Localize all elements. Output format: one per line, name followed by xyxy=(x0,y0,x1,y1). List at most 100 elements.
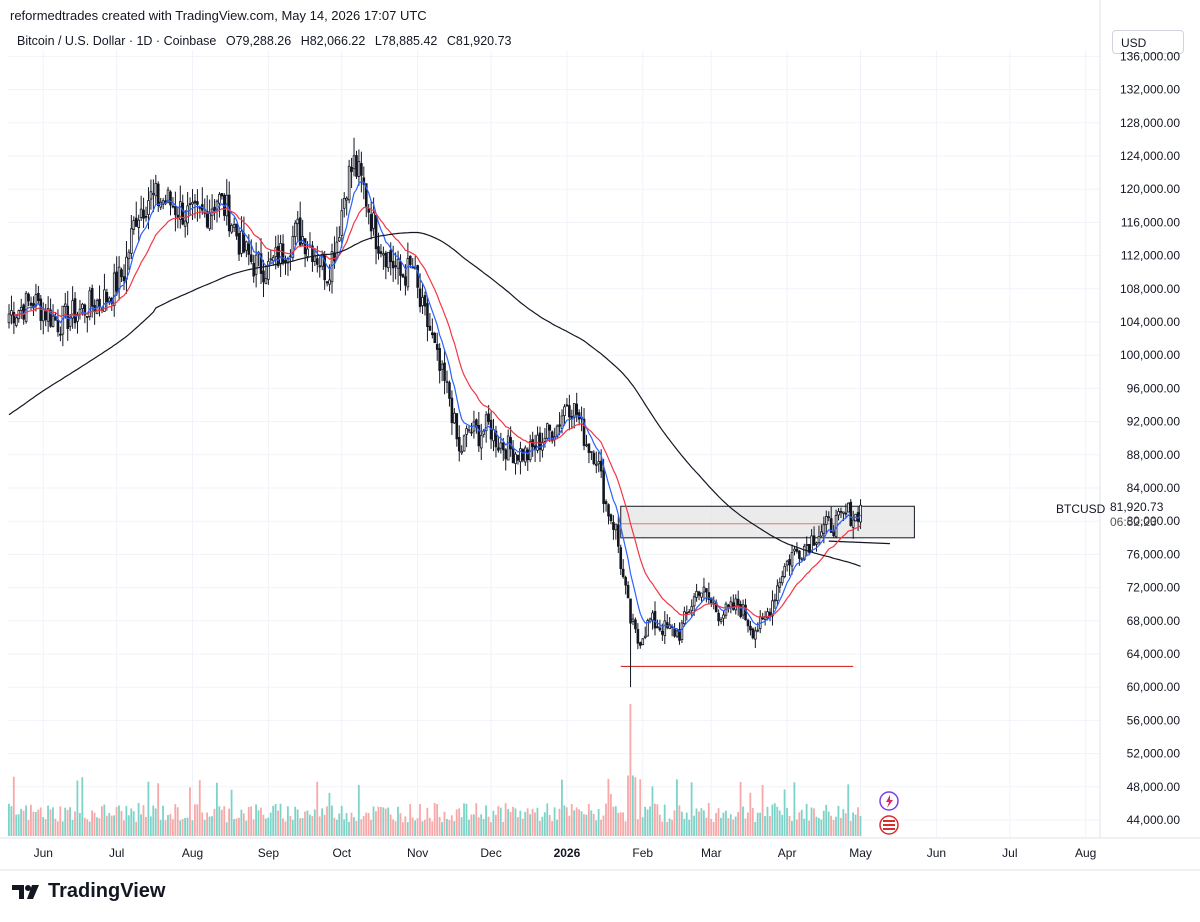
volume-bar xyxy=(778,810,781,836)
candle xyxy=(516,454,520,465)
volume-bar xyxy=(739,782,742,836)
volume-bar xyxy=(311,816,314,836)
volume-bar xyxy=(42,817,45,836)
candle xyxy=(108,296,111,306)
time-tick-label: Sep xyxy=(258,846,280,860)
candle xyxy=(697,590,701,601)
volume-bar xyxy=(673,810,676,836)
volume-bar xyxy=(387,807,390,836)
ticker-label: BTCUSD xyxy=(1056,502,1106,516)
candle xyxy=(269,249,273,265)
volume-bar xyxy=(698,811,700,836)
candle xyxy=(127,249,131,270)
candle xyxy=(125,241,128,294)
candle xyxy=(658,619,662,632)
candle xyxy=(575,392,579,423)
candle xyxy=(585,434,588,448)
volume-bar xyxy=(181,819,184,836)
candle xyxy=(489,411,493,449)
volume-bar xyxy=(820,819,823,836)
candle xyxy=(504,448,508,471)
volume-bar xyxy=(832,819,835,836)
price-tick-label: 128,000.00 xyxy=(1120,116,1180,130)
candle xyxy=(19,298,23,319)
time-tick-label: Jul xyxy=(109,846,124,860)
price-tick-label: 56,000.00 xyxy=(1127,713,1181,727)
candle xyxy=(685,605,689,621)
volume-bar xyxy=(22,810,25,836)
volume-bar xyxy=(215,782,218,836)
volume-bar xyxy=(323,814,326,836)
candle xyxy=(220,193,224,200)
volume-bar xyxy=(140,814,142,836)
price-tick-label: 88,000.00 xyxy=(1127,448,1181,462)
volume-bar xyxy=(103,804,106,836)
volume-bar xyxy=(291,819,294,836)
volume-bar xyxy=(521,818,524,836)
price-axis[interactable]: 136,000.00 132,000.00 128,000.00 124,000.00… xyxy=(1099,0,1181,838)
volume-bar xyxy=(147,781,150,836)
volume-bar xyxy=(629,704,632,836)
candle xyxy=(678,622,681,645)
volume-bar xyxy=(592,813,595,836)
candle xyxy=(10,295,13,325)
volume-bar xyxy=(365,812,368,836)
candle xyxy=(763,611,767,626)
candle xyxy=(484,411,488,443)
price-tick-label: 68,000.00 xyxy=(1127,614,1181,628)
volume-bar xyxy=(631,775,634,836)
candle xyxy=(433,331,437,344)
volume-bar xyxy=(622,812,624,836)
candle xyxy=(382,246,385,270)
volume-bar xyxy=(348,821,350,836)
candle xyxy=(680,619,684,643)
time-axis[interactable]: Jun Jul Aug Sep Oct Nov Dec 2026 Feb Mar Apr May Jun… xyxy=(0,837,1200,871)
volume-bar xyxy=(497,806,500,836)
candle xyxy=(347,159,351,204)
tradingview-logo[interactable]: TradingView xyxy=(12,880,165,903)
volume-bar xyxy=(710,818,713,836)
volume-bar xyxy=(438,816,441,836)
volume-bar xyxy=(257,810,260,836)
volume-bar xyxy=(450,815,453,836)
candle xyxy=(599,449,603,479)
volume-bar xyxy=(585,814,588,836)
candle xyxy=(134,201,138,227)
volume-bar xyxy=(453,821,456,836)
volume-bar xyxy=(490,822,492,836)
candle xyxy=(597,451,601,473)
volume-bar xyxy=(666,822,669,836)
price-tick-label: 52,000.00 xyxy=(1127,747,1181,761)
volume-bar xyxy=(375,811,377,836)
candle xyxy=(780,570,784,586)
candle xyxy=(421,282,424,315)
volume-bar xyxy=(406,822,409,836)
candle xyxy=(851,510,855,539)
candle xyxy=(230,223,233,235)
candle xyxy=(240,216,243,257)
volume-bar xyxy=(37,809,40,836)
candle xyxy=(499,432,503,454)
volume-bar xyxy=(235,818,238,836)
symbol-name: Bitcoin / U.S. Dollar · 1D · Coinbase xyxy=(17,34,217,48)
volume-bars xyxy=(8,704,862,836)
candle xyxy=(749,621,752,636)
currency-button[interactable]: USD xyxy=(1112,30,1184,54)
volume-bar xyxy=(274,803,277,836)
volume-bar xyxy=(781,814,784,836)
symbol-legend[interactable]: Bitcoin / U.S. Dollar · 1D · Coinbase O7… xyxy=(17,34,512,48)
candle xyxy=(550,430,554,444)
candle xyxy=(34,283,38,312)
volume-bar xyxy=(93,812,96,836)
volume-bar xyxy=(487,816,490,836)
volume-bar xyxy=(463,803,465,836)
volume-bar xyxy=(282,818,284,836)
volume-bar xyxy=(575,807,578,836)
volume-bar xyxy=(529,814,532,836)
volume-bar xyxy=(370,819,372,836)
volume-bar xyxy=(245,820,248,836)
volume-bar xyxy=(619,812,622,836)
candle xyxy=(338,226,341,243)
candle xyxy=(367,203,371,225)
